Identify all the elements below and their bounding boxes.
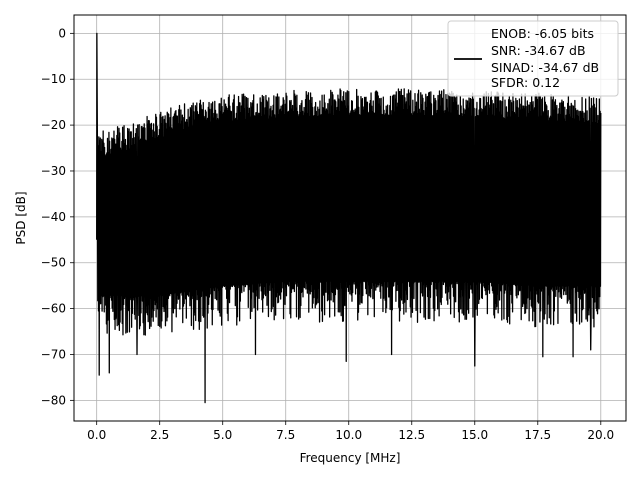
legend-sinad: SINAD: -34.67 dB (491, 60, 599, 75)
x-tick-label: 12.5 (398, 428, 425, 442)
y-tick-label: −30 (41, 164, 66, 178)
y-tick-label: −50 (41, 256, 66, 270)
legend-snr: SNR: -34.67 dB (491, 43, 586, 58)
x-axis: 0.0 2.5 5.0 7.5 10.0 12.5 15.0 17.5 20.0 (87, 421, 614, 442)
x-tick-label: 5.0 (213, 428, 232, 442)
x-tick-label: 0.0 (87, 428, 106, 442)
y-tick-label: −20 (41, 118, 66, 132)
y-tick-label: −80 (41, 393, 66, 407)
x-tick-label: 2.5 (150, 428, 169, 442)
y-axis-label: PSD [dB] (14, 191, 28, 244)
x-tick-label: 7.5 (276, 428, 295, 442)
legend-enob: ENOB: -6.05 bits (491, 26, 594, 41)
plot-area (96, 32, 602, 404)
x-tick-label: 17.5 (524, 428, 551, 442)
y-tick-label: −60 (41, 302, 66, 316)
y-tick-label: −70 (41, 347, 66, 361)
x-tick-label: 10.0 (335, 428, 362, 442)
y-tick-label: −40 (41, 210, 66, 224)
legend: ENOB: -6.05 bits SNR: -34.67 dB SINAD: -… (447, 20, 619, 97)
x-tick-label: 20.0 (587, 428, 614, 442)
y-tick-label: −10 (41, 72, 66, 86)
legend-sfdr: SFDR: 0.12 (491, 75, 560, 90)
y-tick-label: 0 (58, 26, 66, 40)
psd-series-line (96, 32, 602, 404)
x-axis-label: Frequency [MHz] (300, 451, 401, 465)
x-tick-label: 15.0 (461, 428, 488, 442)
legend-box (447, 20, 619, 97)
axes-frame (73, 14, 627, 422)
y-axis: 0 −10 −20 −30 −40 −50 −60 −70 −80 (41, 26, 74, 407)
